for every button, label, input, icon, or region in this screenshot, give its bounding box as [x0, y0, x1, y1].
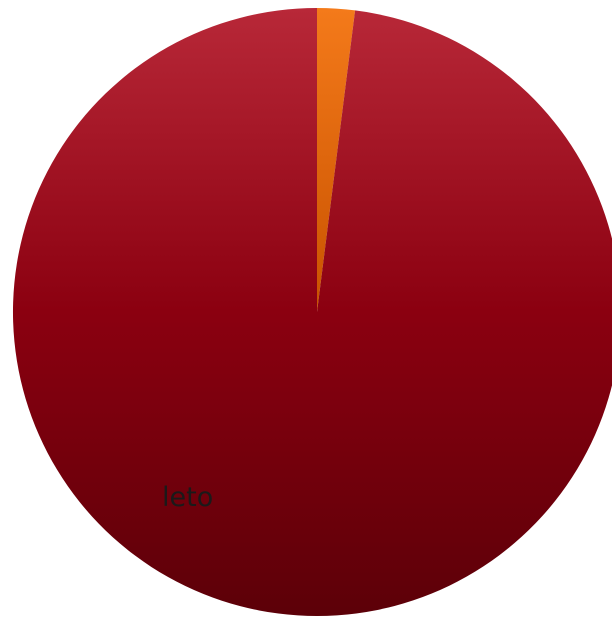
slice-label: leto: [162, 482, 213, 513]
pie-slice-main: [12, 8, 612, 616]
pie-slice-small: [317, 8, 356, 312]
pie-slices: [12, 8, 612, 616]
